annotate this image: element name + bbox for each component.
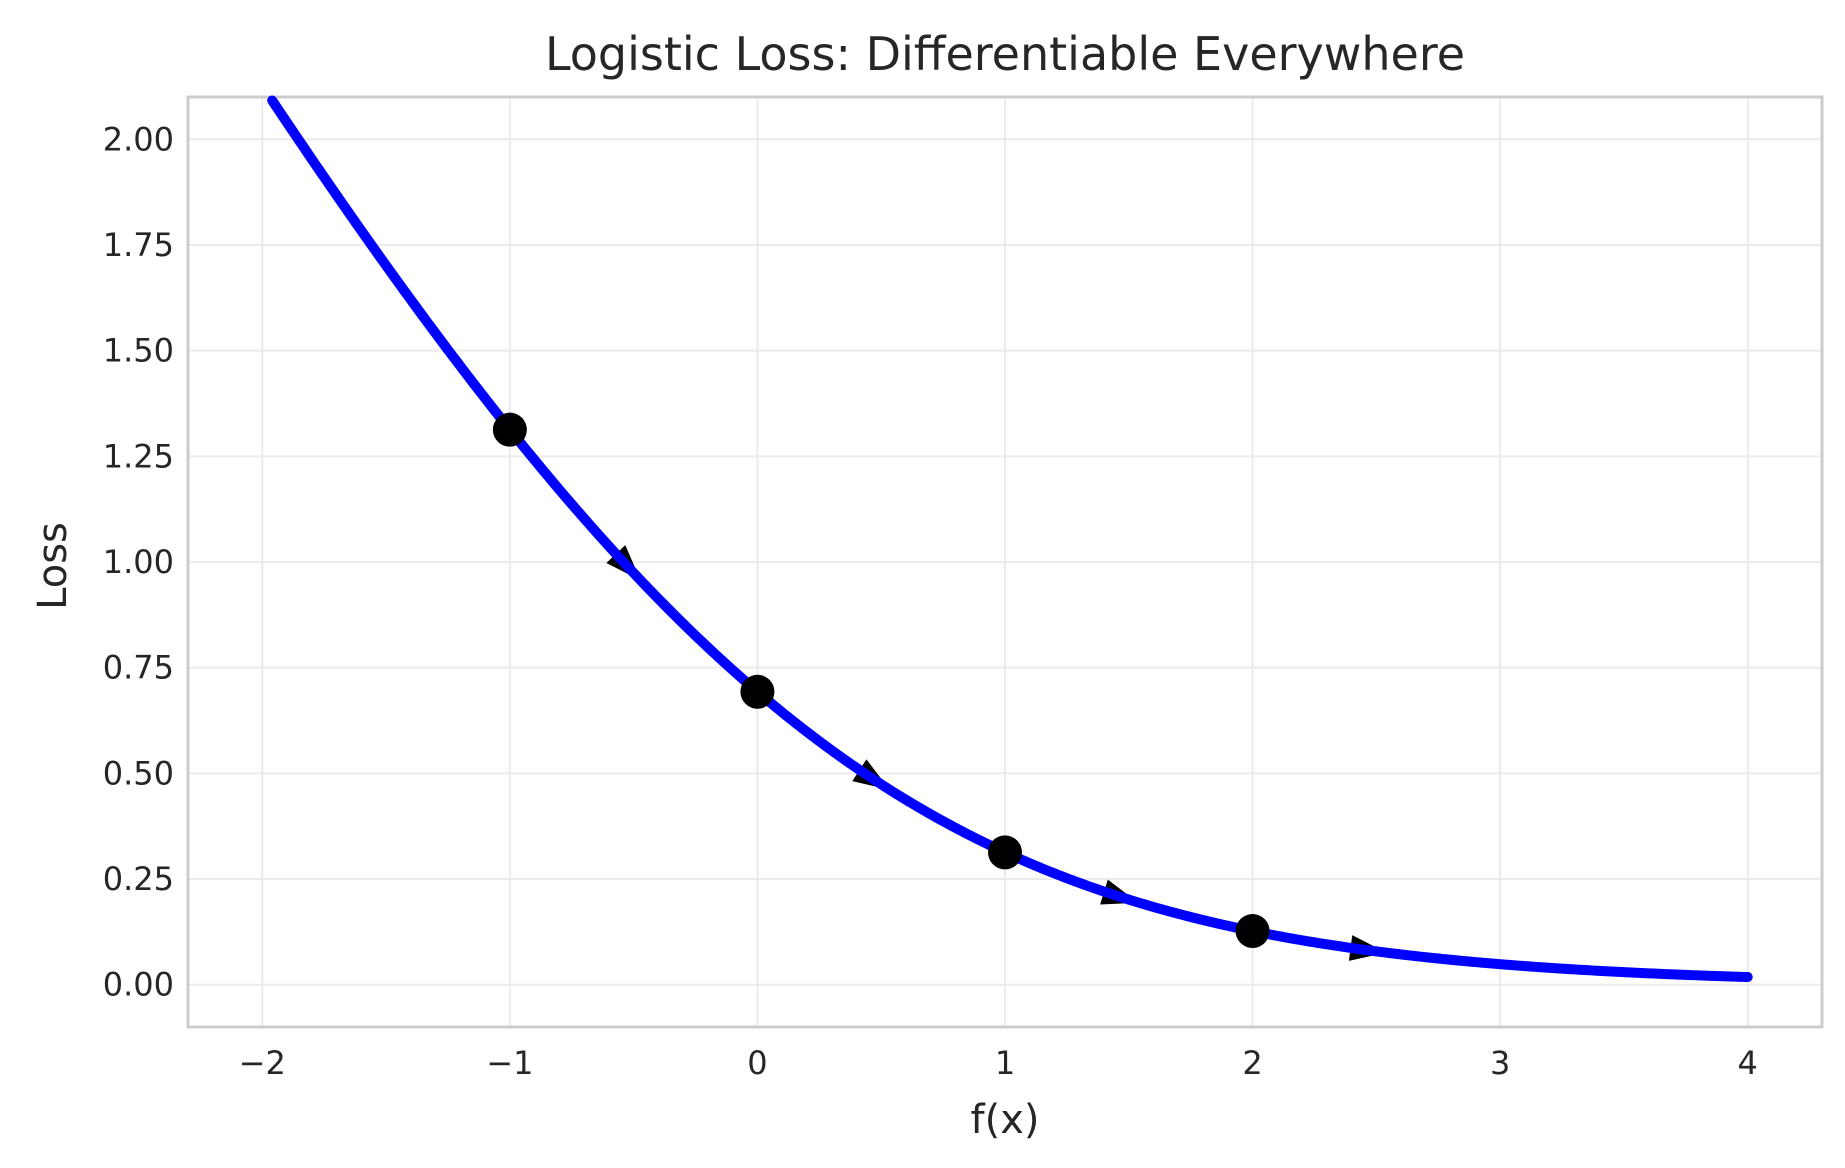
- data-points: [492, 412, 1270, 949]
- x-tick-label: 1: [995, 1044, 1015, 1082]
- y-axis-ticks: 0.00 0.25 0.50 0.75 1.00 1.25 1.50 1.75 2.00: [103, 120, 174, 1003]
- data-point: [492, 412, 527, 447]
- x-tick-label: 0: [747, 1044, 767, 1082]
- x-tick-label: 4: [1738, 1044, 1758, 1082]
- x-tick-label: 3: [1490, 1044, 1510, 1082]
- y-tick-label: 0.00: [103, 966, 174, 1004]
- x-tick-label: −1: [486, 1044, 533, 1082]
- y-tick-label: 0.75: [103, 649, 174, 687]
- gradient-arrows: [606, 545, 1387, 961]
- data-point: [740, 674, 775, 709]
- x-axis-label: f(x): [971, 1097, 1040, 1143]
- y-tick-label: 0.25: [103, 860, 174, 898]
- y-axis-label: Loss: [30, 522, 76, 610]
- y-tick-label: 0.50: [103, 754, 174, 792]
- plot-frame: [186, 95, 1824, 1029]
- data-point: [988, 835, 1022, 870]
- y-tick-label: 2.00: [103, 120, 174, 158]
- x-tick-label: 2: [1242, 1044, 1262, 1082]
- grid: [188, 97, 1822, 1027]
- data-point: [1235, 914, 1270, 949]
- x-tick-label: −2: [239, 1044, 286, 1082]
- chart-title: Logistic Loss: Differentiable Everywhere: [545, 27, 1465, 81]
- y-tick-label: 1.75: [103, 226, 174, 264]
- y-tick-label: 1.50: [103, 332, 174, 370]
- y-tick-label: 1.00: [103, 543, 174, 581]
- y-tick-label: 1.25: [103, 437, 174, 475]
- x-axis-ticks: −2 −1 0 1 2 3 4: [239, 1044, 1758, 1082]
